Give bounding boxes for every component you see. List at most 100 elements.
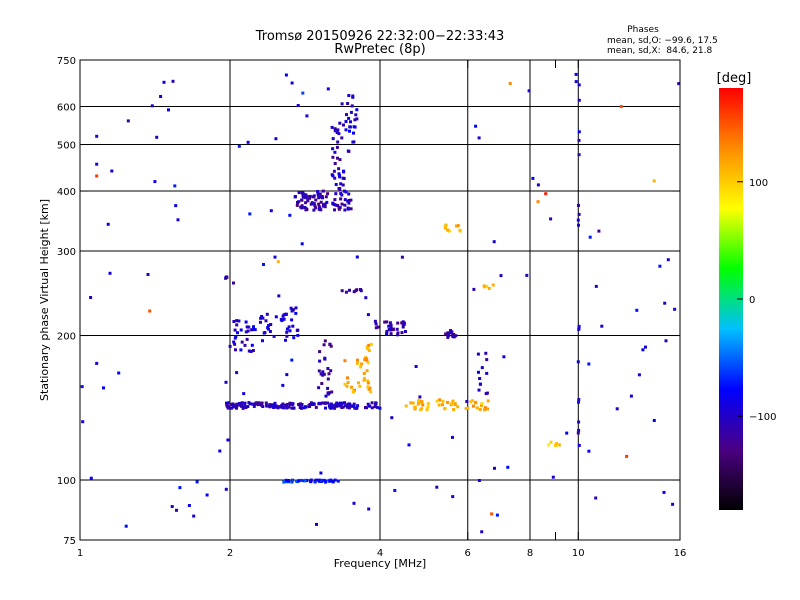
data-point	[326, 401, 330, 405]
data-point	[321, 478, 325, 482]
data-point	[167, 108, 170, 112]
data-point	[441, 399, 445, 403]
data-point	[250, 343, 254, 347]
x-axis-label: Frequency [MHz]	[334, 557, 426, 570]
data-point	[308, 194, 312, 198]
data-point	[577, 428, 581, 432]
data-point	[389, 325, 393, 329]
data-point	[162, 80, 166, 84]
data-point	[342, 123, 345, 127]
data-point	[355, 117, 359, 121]
data-point	[175, 508, 178, 512]
data-point	[305, 208, 309, 211]
data-point	[242, 392, 246, 396]
data-point	[477, 479, 481, 482]
data-point	[577, 420, 581, 424]
data-point	[525, 273, 529, 277]
data-point	[458, 229, 462, 233]
data-point	[490, 512, 494, 516]
data-point	[336, 156, 339, 160]
data-point	[470, 399, 474, 403]
data-point	[346, 102, 350, 105]
data-point	[243, 401, 247, 405]
data-point	[331, 147, 335, 151]
data-point	[106, 222, 110, 226]
data-point	[317, 196, 321, 200]
data-point	[577, 83, 581, 87]
data-point	[485, 358, 489, 362]
data-point	[308, 196, 312, 200]
data-point	[341, 183, 345, 187]
data-point	[417, 401, 421, 405]
data-point	[333, 127, 337, 131]
y-tick-label: 400	[57, 187, 76, 198]
data-point	[231, 405, 235, 409]
data-point	[307, 404, 311, 407]
data-point	[450, 402, 454, 406]
data-point	[635, 308, 639, 312]
data-point	[576, 218, 580, 222]
data-point	[310, 201, 314, 205]
data-point	[338, 403, 341, 407]
data-point	[239, 328, 243, 332]
data-point	[362, 372, 366, 375]
data-point	[226, 406, 230, 410]
data-point	[287, 325, 291, 329]
data-point	[363, 358, 367, 361]
data-point	[364, 357, 368, 361]
data-point	[367, 387, 371, 391]
phase-info-heading: Phases	[627, 25, 659, 35]
data-point	[325, 200, 329, 204]
data-point	[349, 110, 353, 114]
data-point	[346, 207, 350, 211]
y-axis-ticks: 75 100 200 300 400 500 600 750	[57, 56, 680, 547]
data-point	[366, 381, 370, 385]
data-point	[347, 406, 351, 410]
data-point	[294, 479, 298, 483]
data-point	[456, 405, 460, 409]
colorbar: [deg] 100 0 −100	[717, 71, 776, 510]
data-point	[383, 320, 387, 324]
y-axis-label: Stationary phase Virtual Height [km]	[38, 199, 51, 401]
data-point	[285, 406, 289, 410]
data-point	[260, 315, 264, 318]
data-point	[339, 197, 343, 201]
data-point	[671, 502, 675, 506]
data-point	[290, 358, 294, 362]
data-point	[259, 316, 263, 320]
data-point	[333, 406, 337, 410]
data-point	[644, 345, 647, 349]
data-point	[243, 404, 247, 408]
data-point	[300, 206, 304, 210]
data-point	[319, 200, 323, 204]
data-point	[345, 113, 348, 117]
data-point	[319, 372, 323, 376]
data-point	[232, 281, 235, 285]
x-axis-ticks: 1 2 4 6 8 10 16	[77, 60, 686, 559]
data-point	[313, 480, 317, 484]
data-point	[248, 212, 252, 216]
data-point	[348, 125, 352, 129]
data-point	[314, 478, 318, 482]
data-point	[331, 155, 335, 159]
data-point	[273, 401, 277, 405]
data-point	[225, 404, 229, 408]
data-point	[600, 324, 604, 328]
data-point	[324, 195, 328, 199]
data-point	[318, 359, 322, 363]
data-point	[477, 388, 481, 392]
data-point	[297, 191, 301, 195]
data-point	[658, 264, 662, 268]
data-point	[491, 283, 495, 287]
data-point	[282, 313, 286, 317]
data-point	[329, 479, 333, 483]
data-point	[637, 373, 641, 377]
data-point	[314, 206, 318, 210]
data-point	[352, 402, 356, 406]
data-point	[351, 95, 355, 99]
data-point	[303, 479, 307, 483]
data-point	[400, 321, 404, 325]
data-point	[287, 479, 291, 482]
data-point	[95, 174, 99, 178]
data-point	[418, 395, 422, 399]
